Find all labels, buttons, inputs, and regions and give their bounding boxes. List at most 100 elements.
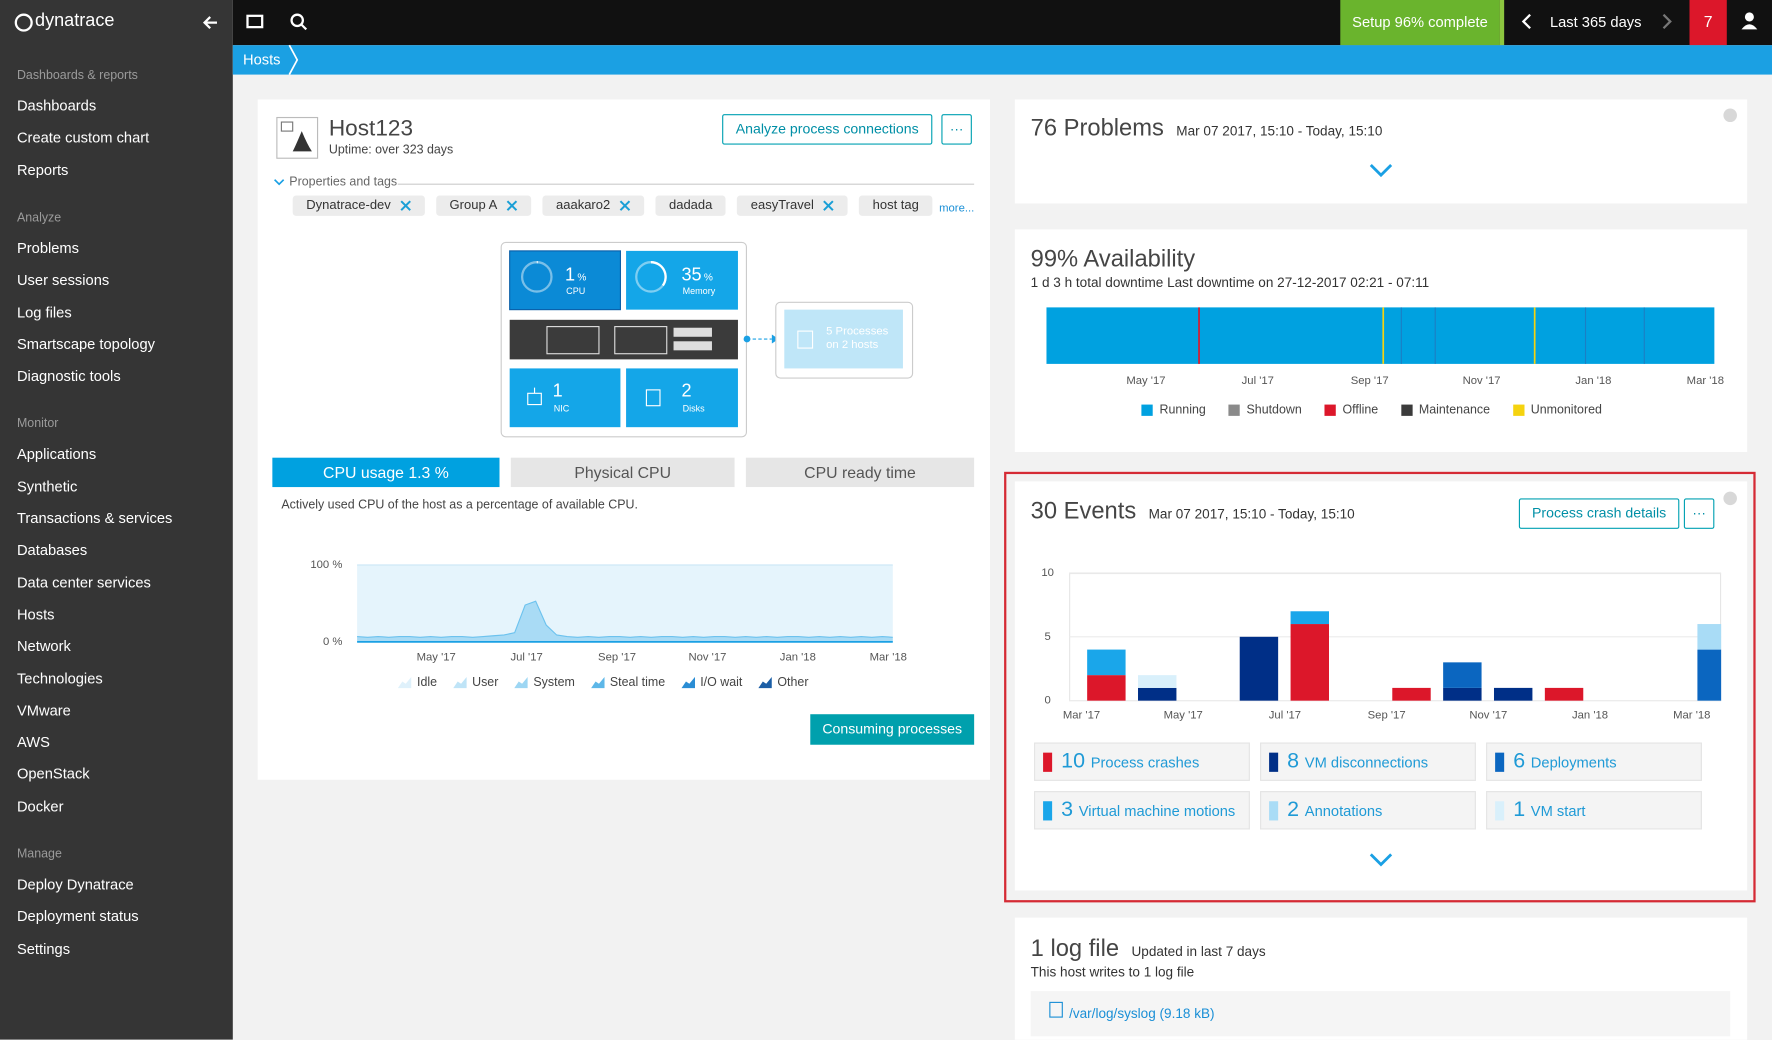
availability-title: 99% Availability bbox=[1030, 246, 1196, 273]
event-summary-tile[interactable]: 6 Deployments bbox=[1486, 742, 1702, 781]
nav-item[interactable]: Log files bbox=[16, 303, 72, 321]
tag-list: Dynatrace-dev Group A aaakaro2 dadada easyTr… bbox=[292, 195, 933, 216]
cpu-unit: % bbox=[577, 271, 587, 283]
legend-swatch bbox=[1141, 404, 1153, 416]
tab[interactable]: Physical CPU bbox=[510, 457, 735, 488]
legend-label: User bbox=[472, 675, 499, 690]
memory-value: 35 bbox=[681, 265, 702, 285]
tag-remove-glyph bbox=[619, 200, 631, 211]
tag: host tag bbox=[859, 195, 933, 216]
nav-item[interactable]: OpenStack bbox=[16, 765, 90, 783]
event-summary-swatch bbox=[1043, 800, 1053, 820]
tag: aaakaro2 bbox=[542, 195, 645, 216]
disks-value: 2 bbox=[681, 381, 692, 402]
event-summary-swatch bbox=[1269, 752, 1279, 772]
event-summary-tile[interactable]: 8 VM disconnections bbox=[1260, 742, 1476, 781]
tab[interactable]: CPU ready time bbox=[745, 457, 975, 488]
nav-item[interactable]: Data center services bbox=[16, 573, 151, 591]
availability-legend: Running Shutdown Offline Maintenance Unmonit… bbox=[1141, 403, 1602, 417]
properties-label[interactable]: Properties and tags bbox=[289, 175, 398, 189]
event-summary-tile[interactable]: 3 Virtual machine motions bbox=[1034, 791, 1250, 830]
cpu-legend: Idle User System Steal time I/O wait Other bbox=[397, 675, 808, 690]
nav-item[interactable]: Synthetic bbox=[16, 477, 78, 495]
legend-swatch-shape bbox=[590, 676, 605, 689]
nav-item[interactable]: Dashboards bbox=[16, 97, 97, 115]
processes-label: 5 Processes bbox=[826, 325, 889, 338]
process-crash-button[interactable]: Process crash details bbox=[1518, 498, 1680, 529]
more-button[interactable]: ··· bbox=[941, 114, 972, 145]
consuming-processes-button[interactable]: Consuming processes bbox=[810, 714, 975, 745]
tag-label: Group A bbox=[449, 198, 498, 213]
legend-swatch bbox=[452, 676, 467, 689]
nav-item[interactable]: Transactions & services bbox=[16, 509, 173, 527]
legend-swatch-shape bbox=[514, 676, 528, 689]
tag: Dynatrace-dev bbox=[292, 195, 425, 216]
host-uptime: Uptime: over 323 days bbox=[328, 143, 454, 158]
legend-swatch bbox=[514, 676, 528, 689]
event-summary-tile[interactable]: 1 VM start bbox=[1486, 791, 1702, 830]
nav-item[interactable]: Reports bbox=[16, 161, 69, 179]
legend-swatch-shape bbox=[452, 676, 467, 689]
tag-remove[interactable] bbox=[619, 200, 631, 211]
tag-remove[interactable] bbox=[400, 200, 411, 211]
nav-item[interactable]: Docker bbox=[16, 797, 64, 815]
legend-swatch-shape bbox=[680, 676, 695, 689]
setup-progress-label[interactable]: Setup 96% complete bbox=[1352, 13, 1488, 31]
nav-item[interactable]: Databases bbox=[16, 541, 88, 559]
legend-item: User bbox=[452, 675, 499, 690]
nav-item[interactable]: Problems bbox=[16, 239, 80, 257]
problems-title: 76 Problems bbox=[1030, 115, 1164, 142]
problems-count[interactable]: 7 bbox=[1703, 12, 1713, 31]
event-summary-tile[interactable]: 2 Annotations bbox=[1260, 791, 1476, 830]
nic-label: NIC bbox=[553, 403, 570, 414]
more-link[interactable]: more... bbox=[939, 202, 975, 215]
problems-timeframe: Mar 07 2017, 15:10 - Today, 15:10 bbox=[1176, 123, 1383, 140]
nav-item[interactable]: Network bbox=[16, 637, 71, 655]
nav-item[interactable]: Smartscape topology bbox=[16, 335, 155, 353]
event-summary-swatch bbox=[1495, 752, 1505, 772]
log-file-path[interactable]: /var/log/syslog bbox=[1069, 1005, 1156, 1022]
tag-remove-glyph bbox=[506, 200, 518, 211]
nav-item[interactable]: Deployment status bbox=[16, 907, 139, 925]
nav-item[interactable]: Deploy Dynatrace bbox=[16, 875, 134, 893]
nav-item[interactable]: Applications bbox=[16, 445, 97, 463]
event-summary-count: 1 bbox=[1513, 797, 1526, 822]
nav-item[interactable]: Create custom chart bbox=[16, 129, 150, 147]
log-file-link[interactable]: /var/log/syslog (9.18 kB) bbox=[1069, 1005, 1214, 1023]
analyze-button[interactable]: Analyze process connections bbox=[722, 114, 933, 145]
event-summary-label: Virtual machine motions bbox=[1078, 801, 1236, 819]
nav-section-title: Monitor bbox=[16, 417, 59, 432]
tab[interactable]: CPU usage 1.3 % bbox=[272, 457, 500, 488]
event-summary-tile[interactable]: 10 Process crashes bbox=[1034, 742, 1250, 781]
event-summary-swatch bbox=[1043, 752, 1053, 772]
nav-item[interactable]: Diagnostic tools bbox=[16, 367, 121, 385]
event-summary-label: Deployments bbox=[1530, 753, 1617, 771]
timeframe[interactable]: Last 365 days bbox=[1549, 13, 1642, 31]
legend-label: Steal time bbox=[609, 675, 666, 690]
legend-swatch bbox=[1324, 404, 1336, 416]
nav-item[interactable]: User sessions bbox=[16, 271, 110, 289]
cpu-tile-value: 1% bbox=[565, 266, 587, 286]
legend-label: Unmonitored bbox=[1530, 403, 1602, 418]
nav-item[interactable]: Hosts bbox=[16, 605, 55, 623]
events-title: 30 Events bbox=[1030, 498, 1137, 525]
event-summary-count: 2 bbox=[1287, 797, 1300, 822]
memory-unit: % bbox=[703, 271, 713, 283]
legend-item: Offline bbox=[1324, 403, 1378, 417]
legend-swatch bbox=[1512, 404, 1524, 416]
nav-item[interactable]: VMware bbox=[16, 701, 71, 719]
event-summary-count: 10 bbox=[1061, 749, 1086, 773]
memory-label: Memory bbox=[682, 285, 716, 297]
tag-remove[interactable] bbox=[506, 200, 518, 211]
nav-item[interactable]: Settings bbox=[16, 939, 71, 957]
nav-item[interactable]: AWS bbox=[16, 733, 50, 751]
memory-tile-value: 35% bbox=[681, 265, 713, 286]
events-header: 30 Events Mar 07 2017, 15:10 - Today, 15:… bbox=[1031, 498, 1355, 525]
nav-item[interactable]: Technologies bbox=[16, 669, 103, 687]
tag-remove[interactable] bbox=[823, 200, 834, 211]
breadcrumb[interactable]: Hosts bbox=[242, 50, 281, 68]
tag-label: host tag bbox=[872, 198, 919, 213]
more-button[interactable]: ··· bbox=[1683, 498, 1715, 529]
legend-label: System bbox=[533, 675, 575, 690]
